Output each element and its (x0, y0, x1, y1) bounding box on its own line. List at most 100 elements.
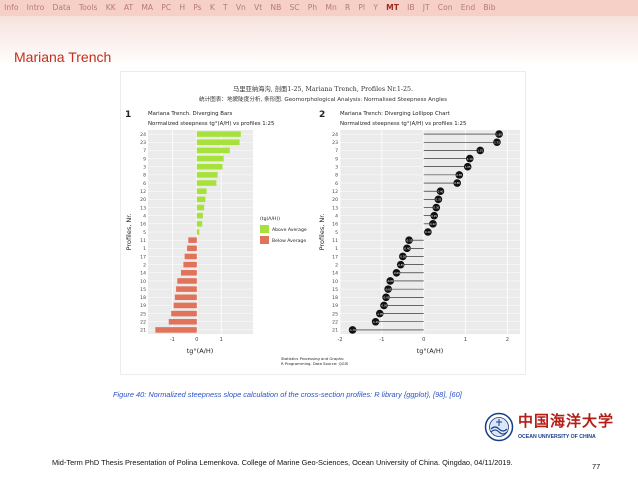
p1-y-tick-label: 16 (140, 222, 146, 228)
panel2-ylabel: Profiles, Nr. (318, 214, 326, 251)
nav-item-con[interactable]: Con (437, 3, 453, 12)
nav-item-end[interactable]: End (460, 3, 476, 12)
figure-caption: Figure 40: Normalized steepness slope ca… (113, 390, 533, 399)
p2-dot-label-6: 0.80 (454, 181, 460, 185)
p2-dot-profile-2 (396, 260, 405, 269)
p2-dot-profile-18 (382, 293, 390, 302)
nav-item-pc[interactable]: PC (161, 3, 172, 12)
p2-y-tick-label: 15 (332, 287, 338, 293)
p2-dot-label-22: -1.15 (372, 320, 379, 324)
p1-bar-profile-23 (196, 139, 240, 146)
p1-bar-profile-8 (196, 172, 218, 178)
p2-x-tick-label: -2 (337, 337, 342, 343)
p2-dot-label-17: -0.50 (399, 255, 406, 259)
nav-item-t[interactable]: T (223, 3, 228, 12)
p1-bar-profile-21 (155, 327, 197, 333)
university-emblem-icon (484, 412, 514, 442)
nav-item-r[interactable]: R (344, 3, 351, 12)
nav-item-pl[interactable]: Pl (358, 3, 366, 12)
nav-item-info[interactable]: Info (4, 3, 19, 12)
nav-item-intro[interactable]: Intro (26, 3, 45, 12)
nav-item-y[interactable]: Y (373, 3, 378, 12)
p1-bar-profile-1 (187, 245, 197, 252)
p1-bar-profile-12 (196, 188, 207, 194)
p1-y-tick-label: 19 (140, 303, 146, 309)
p2-dot-profile-16 (429, 220, 437, 228)
nav-item-kk[interactable]: KK (105, 3, 116, 12)
nav-item-vt[interactable]: Vt (254, 3, 263, 12)
p2-y-tick-label: 12 (332, 189, 338, 195)
nav-item-bib[interactable]: Bib (483, 3, 496, 12)
p2-dot-label-1: -0.40 (404, 247, 411, 251)
p2-y-tick-label: 2 (335, 262, 338, 268)
p1-bar-profile-19 (173, 302, 197, 309)
p2-dot-profile-7 (476, 146, 485, 155)
p1-y-tick-label: 23 (140, 140, 146, 146)
p2-dot-label-9: 1.10 (467, 157, 473, 161)
p1-bar-profile-2 (183, 261, 197, 268)
nav-item-ma[interactable]: MA (141, 3, 154, 12)
p1-y-tick-label: 1 (143, 246, 146, 252)
nav-item-vn[interactable]: Vn (235, 3, 246, 12)
nav-item-ph[interactable]: Ph (307, 3, 318, 12)
p2-dot-profile-8 (455, 171, 464, 179)
p2-y-tick-label: 6 (335, 181, 338, 187)
p1-bar-profile-25 (171, 310, 197, 317)
p2-dot-profile-22 (371, 317, 380, 326)
p1-y-tick-label: 14 (140, 271, 146, 277)
p2-y-tick-label: 4 (335, 213, 338, 219)
p2-y-tick-label: 9 (335, 156, 338, 162)
caption-prefix: Figure 40: (113, 390, 147, 399)
nav-item-k[interactable]: K (209, 3, 215, 12)
p2-dot-label-3: 1.05 (465, 165, 471, 169)
p2-dot-label-13: 0.30 (433, 206, 439, 210)
panel1-title: Mariana Trench. Diverging Bars (148, 111, 233, 117)
p1-bar-profile-4 (196, 212, 203, 219)
p1-bar-profile-18 (174, 294, 197, 301)
legend-label-above: Above Average (272, 227, 307, 233)
p1-x-tick-label: -1 (170, 337, 175, 343)
p1-y-tick-label: 2 (143, 262, 146, 268)
caption-ref-98[interactable]: [98] (430, 390, 446, 399)
nav-item-data[interactable]: Data (52, 3, 71, 12)
source-line-2: R Programming. Data Source: QGIS (281, 361, 349, 366)
p2-dot-label-11: -0.35 (406, 238, 413, 242)
p1-y-tick-label: 10 (140, 279, 146, 285)
p2-dot-profile-23 (493, 138, 501, 147)
p1-x-tick-label: 0 (195, 337, 198, 343)
p1-y-tick-label: 3 (143, 165, 146, 171)
p1-bar-profile-15 (176, 286, 197, 292)
p2-y-tick-label: 19 (332, 303, 338, 309)
figure-image: 马里亚纳海沟, 剖面1-25, Mariana Trench, Profiles… (121, 72, 525, 374)
p2-dot-label-10: -0.80 (387, 279, 394, 283)
nav-item-ib[interactable]: IB (407, 3, 415, 12)
p2-y-tick-label: 10 (332, 279, 338, 285)
nav-item-mt[interactable]: MT (386, 3, 399, 12)
legend-label-below: Below Average (272, 238, 306, 244)
p2-dot-profile-5 (424, 228, 432, 236)
p2-x-tick-label: -1 (379, 337, 384, 343)
p2-y-tick-label: 5 (335, 230, 338, 236)
nav-item-sc[interactable]: SC (289, 3, 300, 12)
slide-title: Mariana Trench (14, 49, 112, 65)
panel2-xlabel: tg°(A/H) (417, 347, 444, 355)
nav-item-h[interactable]: H (179, 3, 186, 12)
p1-y-tick-label: 11 (140, 238, 146, 244)
caption-ref-60[interactable]: [60] (447, 390, 462, 399)
p1-bar-profile-24 (196, 131, 241, 137)
p2-y-tick-label: 18 (332, 295, 338, 301)
nav-item-tools[interactable]: Tools (78, 3, 98, 12)
p2-dot-label-8: 0.85 (456, 173, 462, 177)
p1-y-tick-label: 25 (140, 311, 146, 317)
nav-item-ps[interactable]: Ps (193, 3, 202, 12)
nav-item-mn[interactable]: Mn (325, 3, 337, 12)
panel2-title: Mariana Trench: Diverging Lollipop Chart (340, 111, 450, 117)
nav-item-jt[interactable]: JT (422, 3, 430, 12)
nav-item-nb[interactable]: NB (270, 3, 282, 12)
p1-y-tick-label: 17 (140, 254, 146, 260)
p1-bar-profile-10 (177, 278, 197, 284)
p2-dot-profile-10 (386, 277, 395, 285)
nav-item-at[interactable]: AT (123, 3, 134, 12)
p1-bar-profile-22 (168, 318, 197, 325)
p2-dot-profile-3 (463, 162, 472, 171)
